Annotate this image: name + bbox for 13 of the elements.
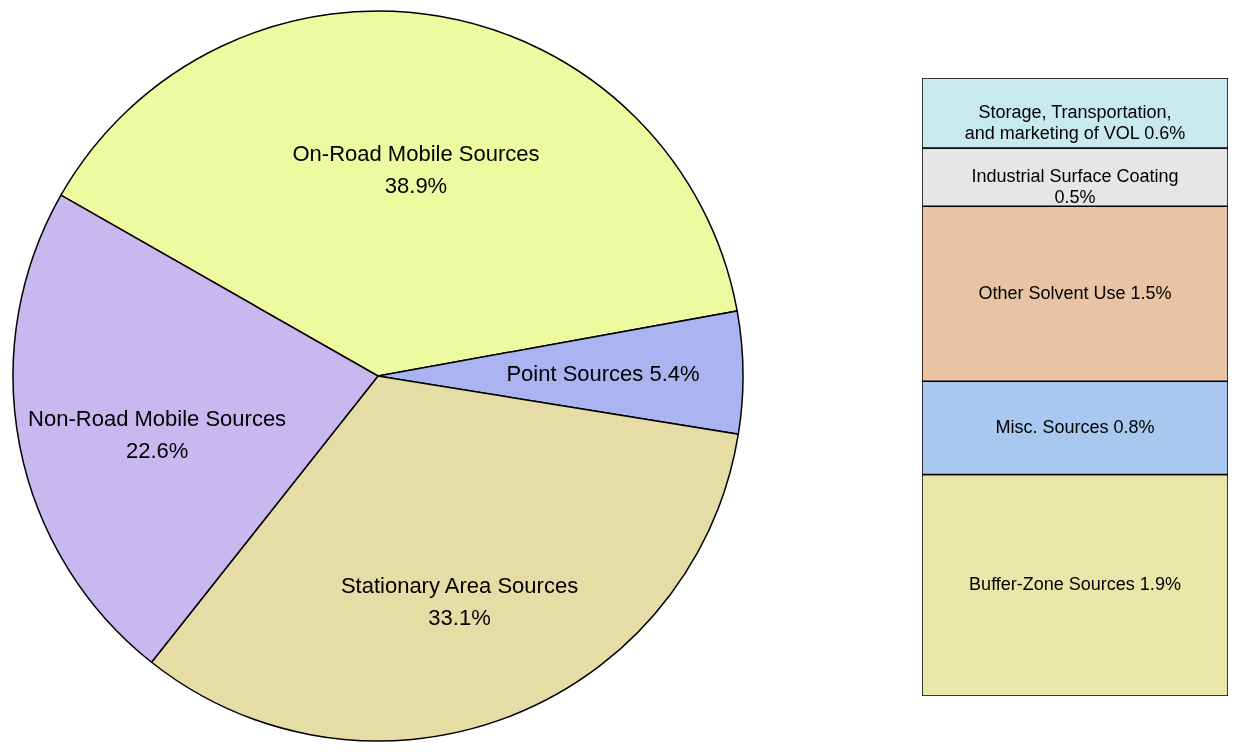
slice-label: Point Sources 5.4% <box>506 360 700 386</box>
text: Misc. Sources 0.8% <box>995 416 1155 437</box>
text: Other Solvent Use 1.5% <box>978 282 1172 303</box>
slice-label: On-Road Mobile Sources <box>292 141 540 167</box>
data-label: 33.1% <box>428 604 491 630</box>
text: Buffer-Zone Sources 1.9% <box>969 574 1181 595</box>
data-label: 22.6% <box>125 437 189 463</box>
series-label: Industrial Surface Coating <box>971 166 1179 187</box>
text: Storage, Transportation, and marketing of VOL 0.6% <box>964 101 1186 143</box>
slice-label: Stationary Area Sources <box>340 572 579 598</box>
data-label: 38.9% <box>384 173 448 199</box>
slice-label: Non-Road Mobile Sources <box>28 405 287 431</box>
data-label: 0.5% <box>1054 187 1096 208</box>
